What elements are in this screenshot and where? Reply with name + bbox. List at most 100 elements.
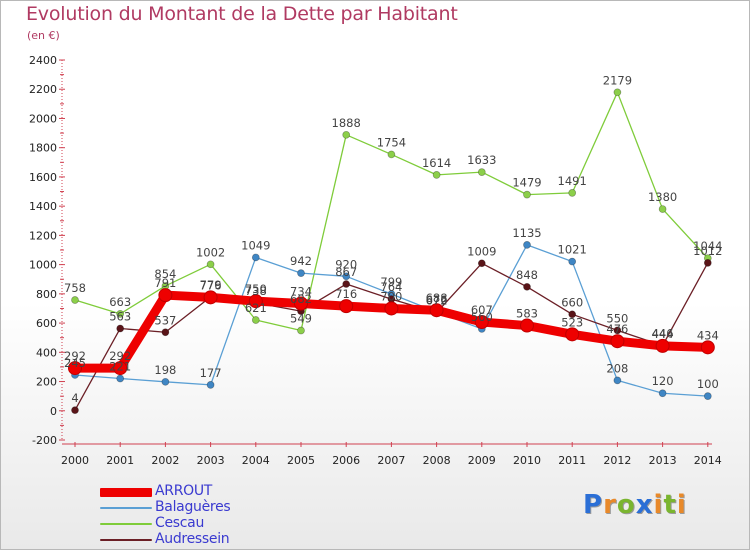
- legend-swatch-balagures: [100, 507, 152, 509]
- y-tick-label: 2400: [29, 54, 57, 67]
- data-label-audressein: 848: [516, 268, 538, 282]
- y-tick-label: 0: [50, 405, 57, 418]
- data-point-balagures: [703, 392, 712, 401]
- data-point-cescau: [251, 316, 260, 324]
- data-label-cescau: 854: [154, 267, 176, 281]
- data-point-audressein: [703, 259, 712, 267]
- data-label-cescau: 621: [245, 301, 267, 315]
- data-label-audressein: 779: [200, 278, 222, 292]
- data-label-cescau: 549: [290, 312, 312, 326]
- data-point-cescau: [297, 326, 305, 335]
- data-label-audressein: 4: [71, 391, 78, 405]
- y-tick-label: 2200: [29, 83, 57, 96]
- x-tick-label: 2000: [61, 454, 89, 467]
- data-label-cescau: 2179: [603, 73, 632, 87]
- x-tick-label: 2012: [603, 454, 631, 467]
- data-point-arrout: [248, 294, 263, 309]
- data-point-arrout: [113, 361, 128, 376]
- data-point-cescau: [71, 296, 79, 304]
- data-label-balagures: 799: [380, 275, 402, 289]
- data-label-arrout: 776: [200, 278, 222, 292]
- data-label-audressein: 764: [380, 280, 402, 294]
- y-tick-label: 1000: [29, 259, 57, 272]
- data-label-arrout: 607: [471, 303, 493, 317]
- data-label-arrout: 716: [335, 287, 357, 301]
- legend-swatch-arrout: [100, 488, 152, 497]
- data-point-audressein: [568, 310, 577, 319]
- data-label-balagures: 120: [652, 374, 674, 388]
- data-label-cescau: 758: [64, 281, 86, 295]
- data-point-arrout: [429, 303, 444, 318]
- x-tick-label: 2013: [649, 454, 677, 467]
- data-label-arrout: 444: [652, 327, 674, 341]
- data-point-audressein: [116, 324, 125, 333]
- data-label-balagures: 100: [697, 377, 719, 391]
- data-label-audressein: 867: [335, 265, 357, 279]
- data-label-balagures: 177: [200, 366, 222, 380]
- data-label-cescau: 663: [109, 295, 131, 309]
- legend-swatch-cescau: [100, 523, 152, 525]
- chart-data-labels: 758 663 854 1002 621 549 1888 1754 1614 1633 1479 1…: [64, 73, 722, 405]
- data-label-balagures: 560: [471, 310, 493, 324]
- data-label-audressein: 1012: [693, 244, 722, 258]
- proxiti-logo: Proxiti: [583, 490, 687, 520]
- y-tick-label: 400: [36, 346, 57, 359]
- data-point-audressein: [613, 326, 622, 335]
- data-label-balagures: 942: [290, 254, 312, 268]
- data-point-balagures: [161, 377, 170, 386]
- data-point-arrout: [68, 361, 82, 376]
- data-point-balagures: [297, 269, 305, 277]
- data-point-cescau: [613, 88, 622, 97]
- data-point-balagures: [342, 272, 351, 281]
- data-label-arrout: 700: [380, 289, 402, 303]
- data-label-balagures: 208: [606, 361, 628, 375]
- data-label-cescau: 1002: [196, 245, 225, 259]
- data-label-cescau: 1044: [693, 239, 722, 253]
- y-tick-label: -200: [32, 434, 57, 447]
- data-label-balagures: 1135: [512, 226, 541, 240]
- data-label-arrout: 750: [245, 282, 267, 296]
- data-label-audressein: 550: [606, 311, 628, 325]
- data-label-audressein: 563: [109, 309, 131, 323]
- data-label-audressein: 537: [154, 313, 176, 327]
- data-label-arrout: 734: [290, 284, 312, 298]
- data-point-cescau: [658, 205, 667, 213]
- data-point-cescau: [523, 190, 531, 199]
- chart-axes: -200 0 200 400 600 800 1000 1200 1400 1600 1800 200…: [29, 54, 722, 467]
- data-point-arrout: [610, 334, 625, 349]
- data-label-balagures: 1021: [558, 243, 587, 257]
- y-tick-label: 800: [36, 288, 57, 301]
- data-point-balagures: [206, 381, 215, 389]
- y-tick-label: 1400: [29, 200, 57, 213]
- data-label-arrout: 476: [606, 322, 628, 336]
- chart-plot: [68, 88, 715, 415]
- chart-subtitle: (en €): [27, 29, 60, 42]
- data-point-arrout: [294, 296, 308, 311]
- y-tick-label: 1200: [29, 229, 57, 242]
- data-point-balagures: [251, 253, 260, 262]
- x-tick-label: 2014: [694, 454, 722, 467]
- x-tick-label: 2002: [151, 454, 179, 467]
- data-point-cescau: [206, 260, 215, 269]
- chart-title: Evolution du Montant de la Dette par Hab…: [26, 3, 458, 25]
- data-point-cescau: [342, 130, 351, 139]
- data-point-cescau: [387, 150, 396, 159]
- data-label-cescau: 1479: [512, 176, 541, 190]
- data-label-audressein: 660: [561, 295, 583, 309]
- data-label-balagures: 245: [64, 356, 86, 370]
- data-point-cescau: [432, 171, 441, 179]
- x-tick-label: 2011: [558, 454, 586, 467]
- x-tick-label: 2006: [332, 454, 360, 467]
- data-label-audressein: 1009: [467, 244, 496, 258]
- x-tick-label: 2001: [106, 454, 134, 467]
- y-tick-label: 600: [36, 317, 57, 330]
- data-point-balagures: [568, 257, 577, 266]
- data-point-balagures: [658, 389, 667, 398]
- data-label-cescau: 1491: [558, 174, 587, 188]
- data-point-arrout: [700, 340, 715, 355]
- data-label-cescau: 1614: [422, 156, 451, 170]
- x-tick-label: 2008: [423, 454, 451, 467]
- data-point-audressein: [161, 328, 170, 337]
- legend-swatch-audressein: [100, 539, 152, 541]
